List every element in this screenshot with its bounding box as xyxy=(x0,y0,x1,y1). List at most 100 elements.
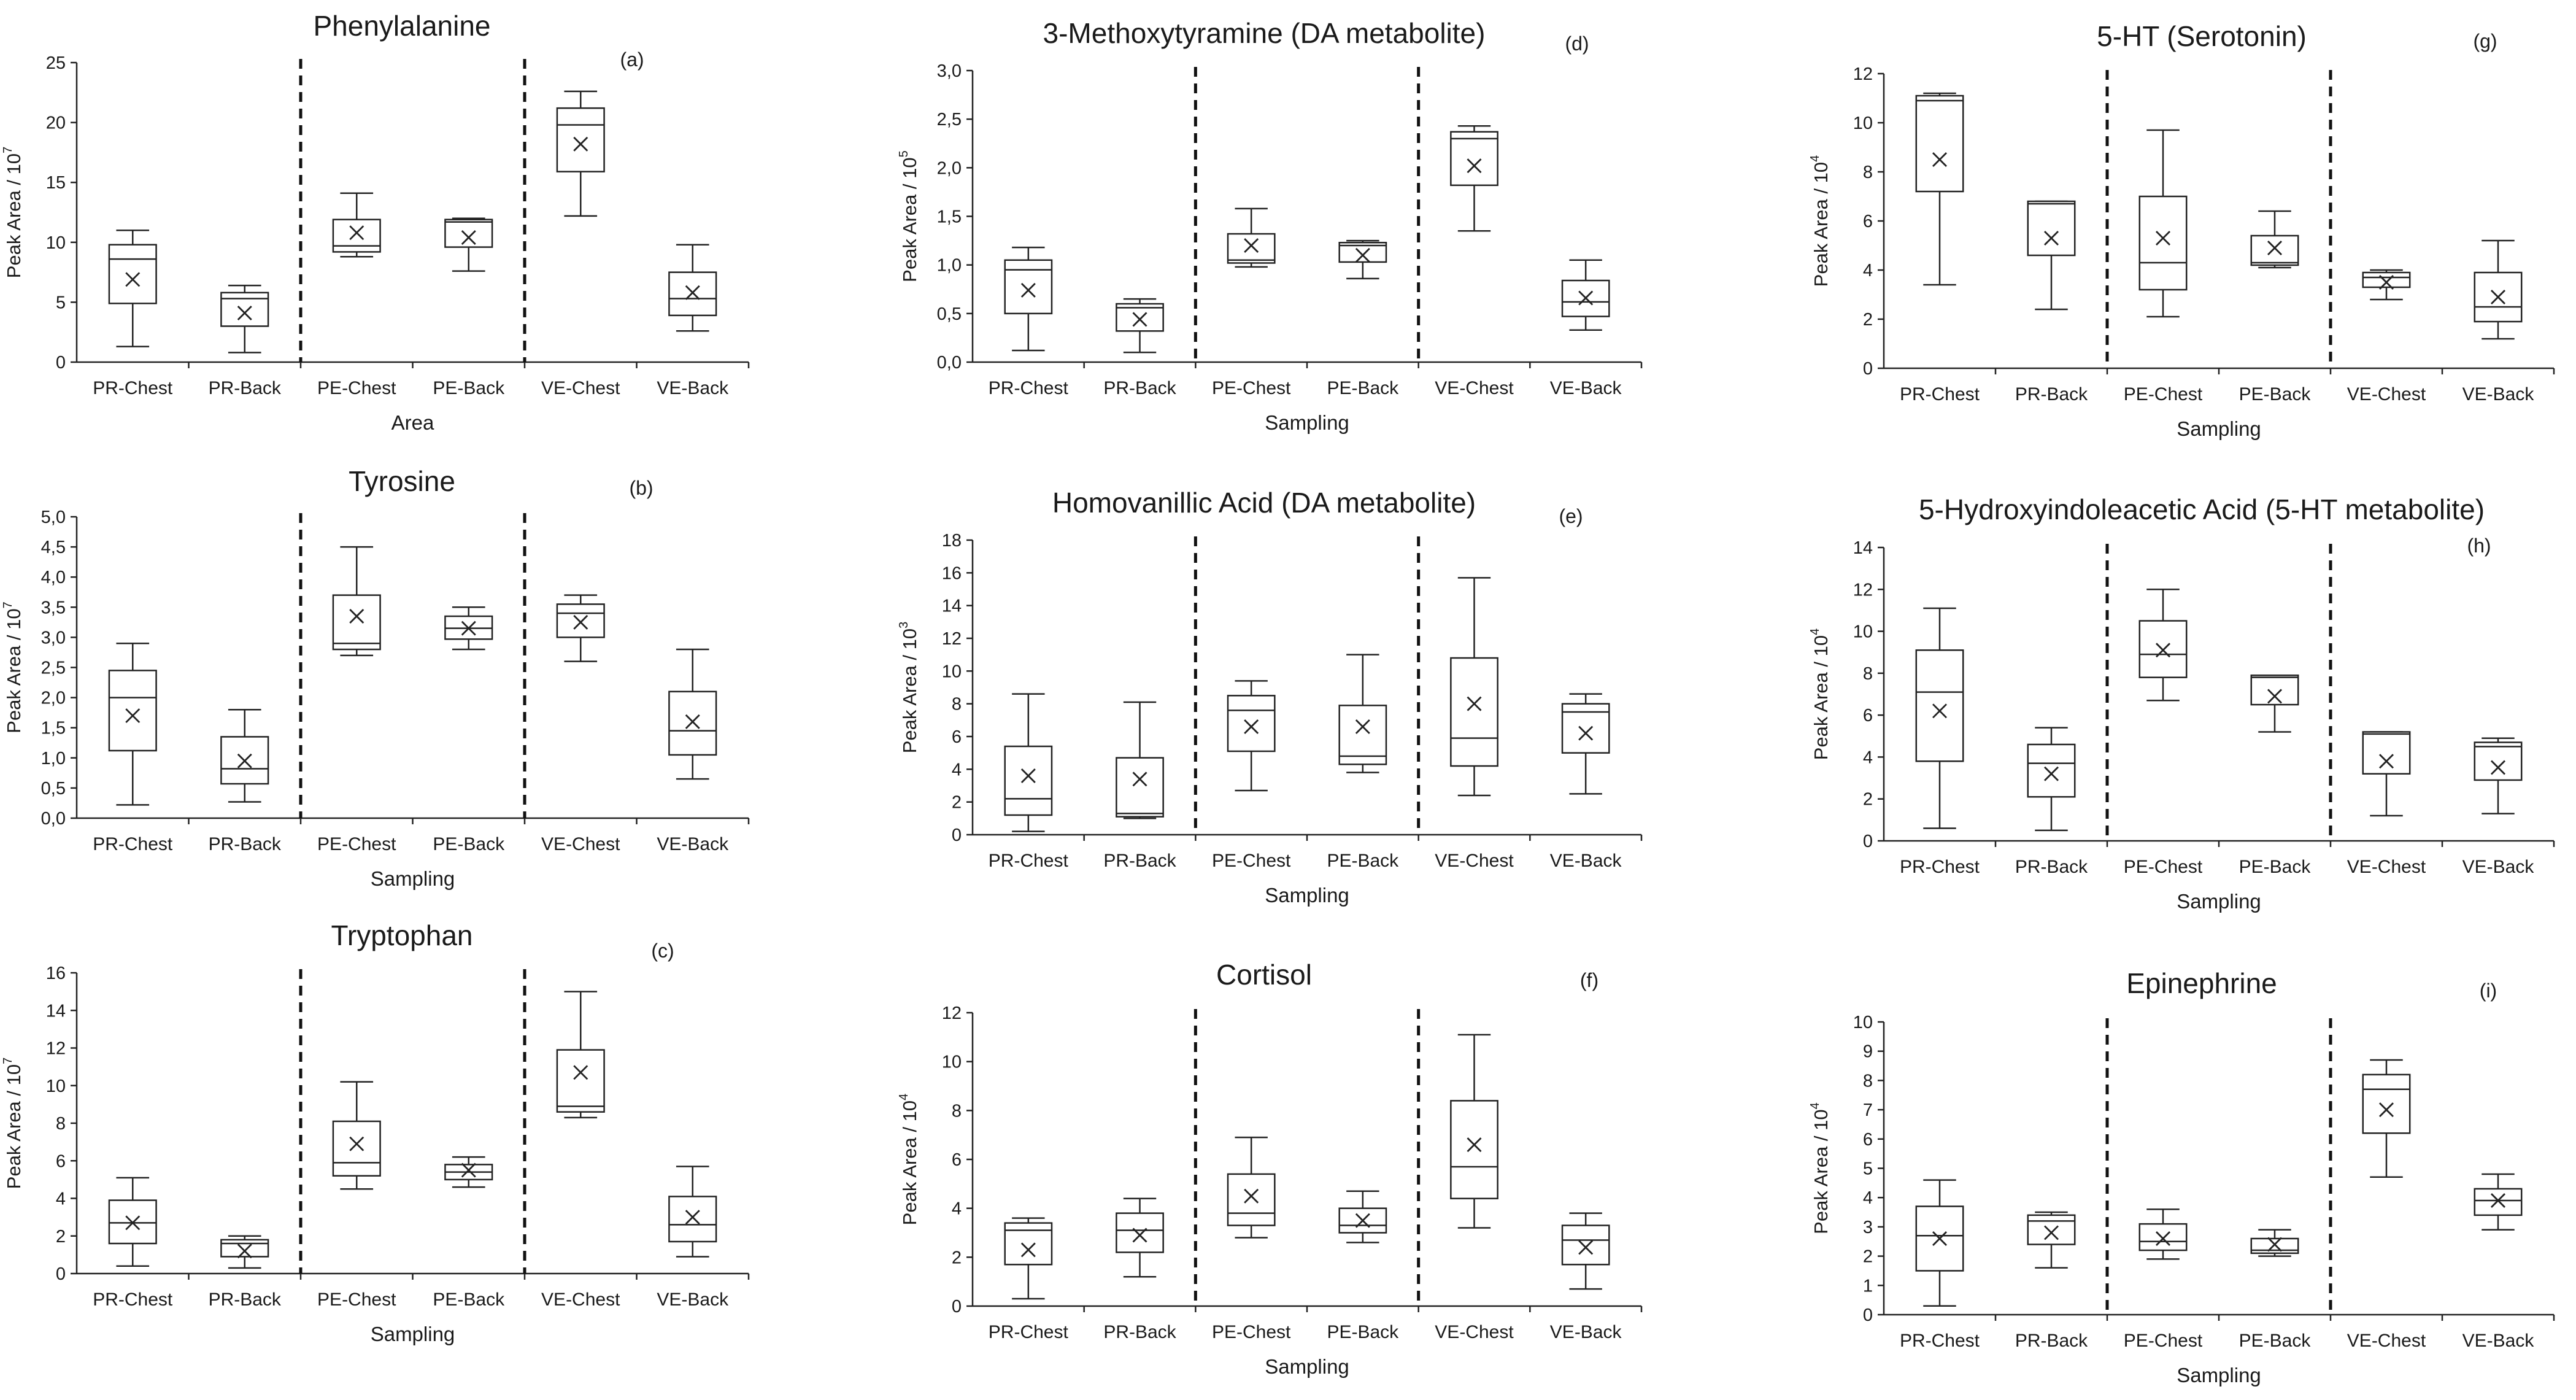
mean-marker xyxy=(2267,241,2282,255)
mean-marker xyxy=(125,708,141,724)
iqr-box xyxy=(2250,675,2299,706)
box-pe-chest xyxy=(332,1081,381,1190)
category-label-pe-back: PE-Back xyxy=(2239,857,2312,877)
category-label-ve-chest: VE-Chest xyxy=(2347,1331,2426,1351)
mean-marker xyxy=(1244,719,1259,734)
box-ve-chest xyxy=(1450,125,1498,232)
iqr-box xyxy=(556,1049,605,1113)
chart-title: 3-Methoxytyramine (DA metabolite) xyxy=(1043,17,1486,49)
chart-homovanillic: Homovanillic Acid (DA metabolite) (e) 0 2 4 6… xyxy=(897,487,1643,907)
category-label-pr-back: PR-Back xyxy=(209,834,282,854)
mean-marker xyxy=(1467,1137,1482,1153)
y-tick-label: 4 xyxy=(1863,748,1873,767)
y-tick-label: 10 xyxy=(46,233,66,253)
mean-marker xyxy=(237,753,252,768)
y-axis-label: Peak Area / 104 xyxy=(897,1094,920,1226)
iqr-box xyxy=(332,1120,381,1177)
y-tick-label: 4 xyxy=(1863,261,1873,280)
y-axis-label-exponent: 3 xyxy=(897,622,911,628)
y-tick-label: 0 xyxy=(56,1264,66,1284)
box-pr-chest xyxy=(108,230,157,347)
box-pr-chest xyxy=(1004,1217,1053,1300)
y-axis-label: Peak Area / 103 xyxy=(897,622,920,754)
mean-marker xyxy=(461,230,476,245)
category-label-ve-chest: VE-Chest xyxy=(1435,1322,1514,1342)
chart-tryptophan: Tryptophan (c) 0 2 4 6 8 10 12 14 16 PR-Chest PR-Bac… xyxy=(1,919,750,1345)
mean-marker xyxy=(237,305,252,320)
category-label-pe-back: PE-Back xyxy=(2239,1331,2312,1351)
mean-marker xyxy=(349,1136,364,1151)
box-pr-back xyxy=(220,1235,269,1269)
panel-label: (d) xyxy=(1565,33,1589,55)
y-tick-label: 4 xyxy=(952,1199,962,1219)
y-tick-label: 2 xyxy=(952,1248,962,1267)
y-tick-label: 0,0 xyxy=(937,353,962,373)
chart-serotonin: 5-HT (Serotonin) (g) 0 2 4 6 8 10 12 PR-Chest PR-B… xyxy=(1808,20,2555,440)
iqr-box xyxy=(1561,1224,1610,1266)
y-tick-label: 12 xyxy=(1853,580,1873,600)
mean-marker xyxy=(685,285,700,300)
y-tick-label: 4 xyxy=(56,1189,66,1209)
category-label-pr-back: PR-Back xyxy=(1103,851,1176,871)
iqr-box xyxy=(1227,233,1276,264)
chart-epinephrine: Epinephrine (i) 0 1 2 3 4 5 6 7 8 9 10 PR-Chest PR-Bac… xyxy=(1808,967,2555,1386)
y-tick-label: 1,5 xyxy=(937,207,962,227)
chart-hiaa: 5-Hydroxyindoleacetic Acid (5-HT metabol… xyxy=(1808,493,2555,913)
x-axis-label: Sampling xyxy=(2177,417,2261,440)
chart-tyrosine: Tyrosine (b) 0,0 0,5 1,0 1,5 2,0 2,5 3,0 3,5 4,0 4,… xyxy=(1,465,750,890)
mean-marker xyxy=(1355,1213,1370,1228)
box-pr-back xyxy=(2027,727,2076,832)
chart-methoxytyramine: 3-Methoxytyramine (DA metabolite) (d) 0,0 0… xyxy=(897,17,1643,434)
y-tick-label: 0 xyxy=(1863,832,1873,851)
iqr-box xyxy=(1450,131,1498,187)
y-tick-label: 10 xyxy=(942,662,962,681)
box-ve-chest xyxy=(1450,577,1498,797)
y-tick-label: 2,0 xyxy=(937,158,962,178)
box-pe-back xyxy=(444,1156,493,1188)
y-tick-label: 3 xyxy=(1863,1218,1873,1237)
y-tick-label: 1,0 xyxy=(937,256,962,276)
iqr-box xyxy=(668,690,717,756)
box-pr-back xyxy=(1116,1197,1164,1278)
y-axis-label: Peak Area / 104 xyxy=(1808,155,1832,287)
iqr-box xyxy=(108,670,157,752)
box-pe-back xyxy=(444,217,493,272)
y-tick-label: 5 xyxy=(1863,1159,1873,1179)
y-tick-label: 4 xyxy=(1863,1188,1873,1208)
y-tick-label: 16 xyxy=(942,563,962,583)
box-pe-chest xyxy=(332,546,381,657)
mean-marker xyxy=(2267,689,2282,704)
category-label-pr-back: PR-Back xyxy=(2015,384,2088,404)
mean-marker xyxy=(125,272,141,287)
y-tick-label: 7 xyxy=(1863,1100,1873,1120)
mean-marker xyxy=(1578,725,1594,741)
category-label-ve-chest: VE-Chest xyxy=(541,834,620,854)
iqr-box xyxy=(1338,1207,1387,1234)
x-axis-label: Sampling xyxy=(1265,411,1349,434)
y-axis-label-exponent: 7 xyxy=(1,1058,15,1064)
y-tick-label: 15 xyxy=(46,173,66,193)
y-tick-label: 0 xyxy=(56,353,66,373)
box-pe-back xyxy=(1338,239,1387,280)
box-pr-back xyxy=(2027,1211,2076,1269)
x-axis-label: Area xyxy=(391,411,434,434)
box-pe-chest xyxy=(2138,589,2188,702)
y-tick-label: 8 xyxy=(1863,664,1873,684)
mean-marker xyxy=(2491,290,2505,304)
mean-marker xyxy=(1132,1228,1147,1243)
y-tick-label: 4,0 xyxy=(41,568,66,587)
category-label-pe-back: PE-Back xyxy=(1327,851,1399,871)
y-tick-label: 1,0 xyxy=(41,749,66,768)
box-pe-back xyxy=(2250,1229,2299,1257)
y-tick-label: 2 xyxy=(1863,1247,1873,1267)
category-label-pr-back: PR-Back xyxy=(1103,1322,1176,1342)
iqr-box xyxy=(1004,745,1053,816)
y-tick-label: 14 xyxy=(46,1001,66,1021)
category-label-pe-chest: PE-Chest xyxy=(2124,857,2203,877)
panel-label: (h) xyxy=(2467,535,2491,557)
category-label-pr-chest: PR-Chest xyxy=(1900,1331,1980,1351)
mean-marker xyxy=(2379,275,2394,290)
mean-marker xyxy=(2044,1225,2059,1240)
mean-marker xyxy=(1467,696,1482,711)
